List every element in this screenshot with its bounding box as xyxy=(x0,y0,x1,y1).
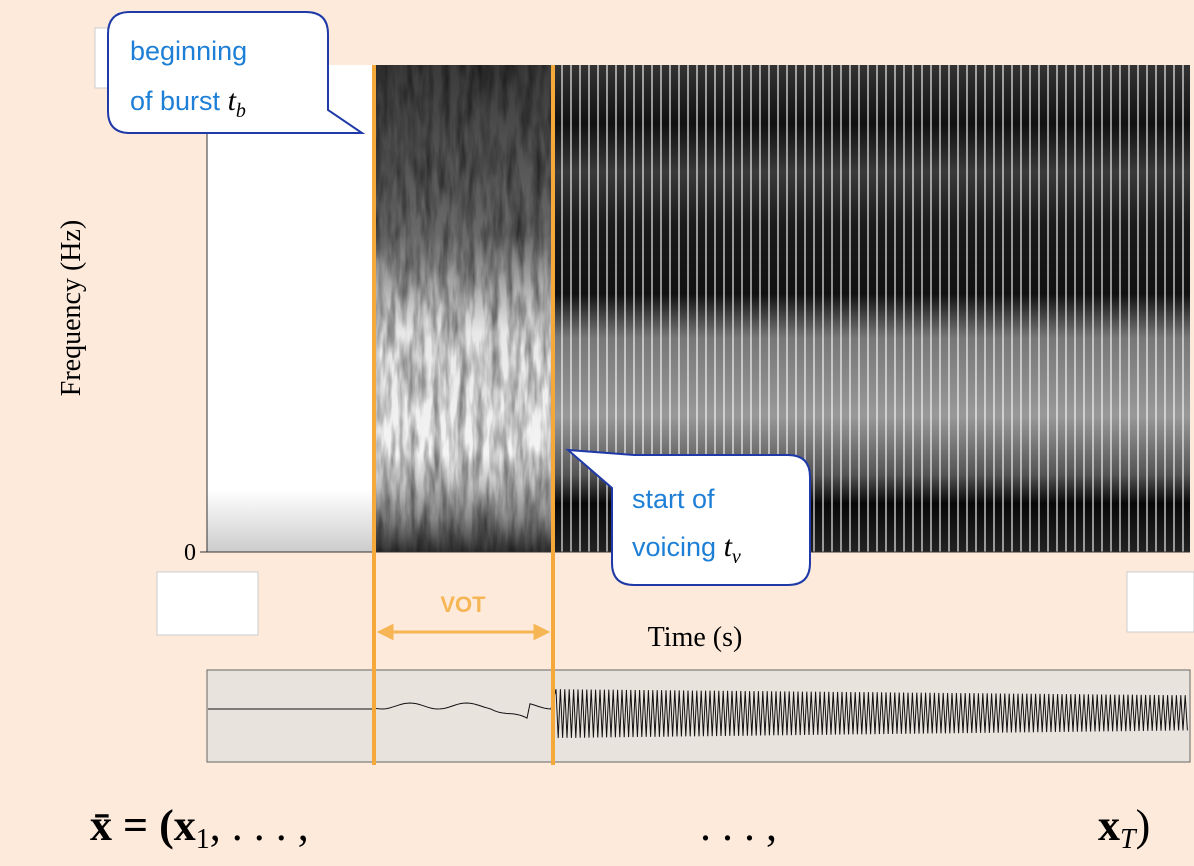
boundary-lines xyxy=(372,65,555,765)
box xyxy=(156,571,259,636)
formula-start: x̄ = (x1, . . . , xyxy=(90,801,309,855)
callout-text: beginning xyxy=(130,36,247,66)
vot-arrow xyxy=(376,623,551,641)
vot-label: VOT xyxy=(440,592,486,617)
callout-text: voicing tv xyxy=(632,530,741,568)
origin-label: 0 xyxy=(184,540,196,566)
callout-text: start of xyxy=(632,484,715,514)
waveform xyxy=(208,689,1188,739)
formula-end: xT) xyxy=(1098,801,1150,855)
box xyxy=(1126,571,1194,633)
x-axis-label: Time (s) xyxy=(648,622,743,653)
callout-text: of burst tb xyxy=(130,84,246,122)
spectrogram xyxy=(200,65,1190,553)
formula-middle: . . . , xyxy=(700,801,777,850)
callout xyxy=(565,448,811,586)
y-axis-label: Frequency (Hz) xyxy=(56,220,87,396)
callout xyxy=(107,11,366,134)
